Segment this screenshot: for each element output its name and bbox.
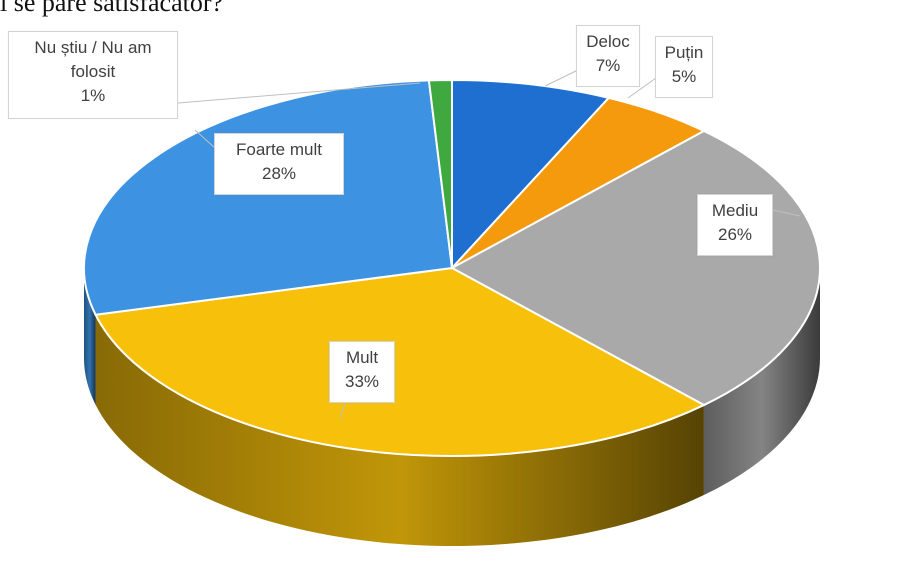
slice-value: 28% <box>261 164 297 183</box>
data-label-putin: Puțin 5% <box>655 36 713 98</box>
question-text-fragment: i se pare satisfacator? <box>0 0 224 17</box>
slice-value: 33% <box>344 372 380 391</box>
slice-label: Mediu <box>711 201 759 220</box>
leader-lines <box>177 69 801 419</box>
slice-label-line-2: folosit <box>70 62 116 81</box>
slice-label: Mult <box>345 348 379 367</box>
pie-side-mult <box>95 314 704 546</box>
slice-value: 1% <box>80 86 106 105</box>
data-label-deloc: Deloc 7% <box>576 25 640 87</box>
slice-value: 26% <box>717 225 753 244</box>
data-label-foarte-mult: Foarte mult 28% <box>214 133 344 195</box>
slice-label-line-1: Nu știu / Nu am <box>34 38 152 57</box>
pie-slice-nu-tiu-nu-am-folosit <box>427 78 453 269</box>
leader-line <box>627 77 657 99</box>
pie-side-walls <box>84 268 820 546</box>
slice-value: 7% <box>595 56 621 75</box>
pie-slice-deloc <box>451 78 611 271</box>
slice-label: Puțin <box>664 43 704 62</box>
data-label-nu-stiu: Nu știu / Nu am folosit 1% <box>8 31 178 119</box>
leader-line <box>339 402 346 419</box>
pie-slice-foarte-mult <box>83 79 454 316</box>
leader-line <box>772 209 801 217</box>
data-label-mult: Mult 33% <box>329 341 395 403</box>
pie-top <box>83 78 821 457</box>
slice-label: Foarte mult <box>236 140 322 159</box>
slice-label: Deloc <box>586 32 630 51</box>
pie-slice-mult <box>94 266 707 457</box>
leader-line <box>177 82 421 104</box>
slice-value: 5% <box>671 67 697 86</box>
leader-line <box>544 69 579 87</box>
pie-side-mediu <box>703 268 820 496</box>
pie-side-foarte-mult <box>84 268 96 405</box>
leader-line <box>194 129 216 149</box>
data-label-mediu: Mediu 26% <box>697 194 773 256</box>
